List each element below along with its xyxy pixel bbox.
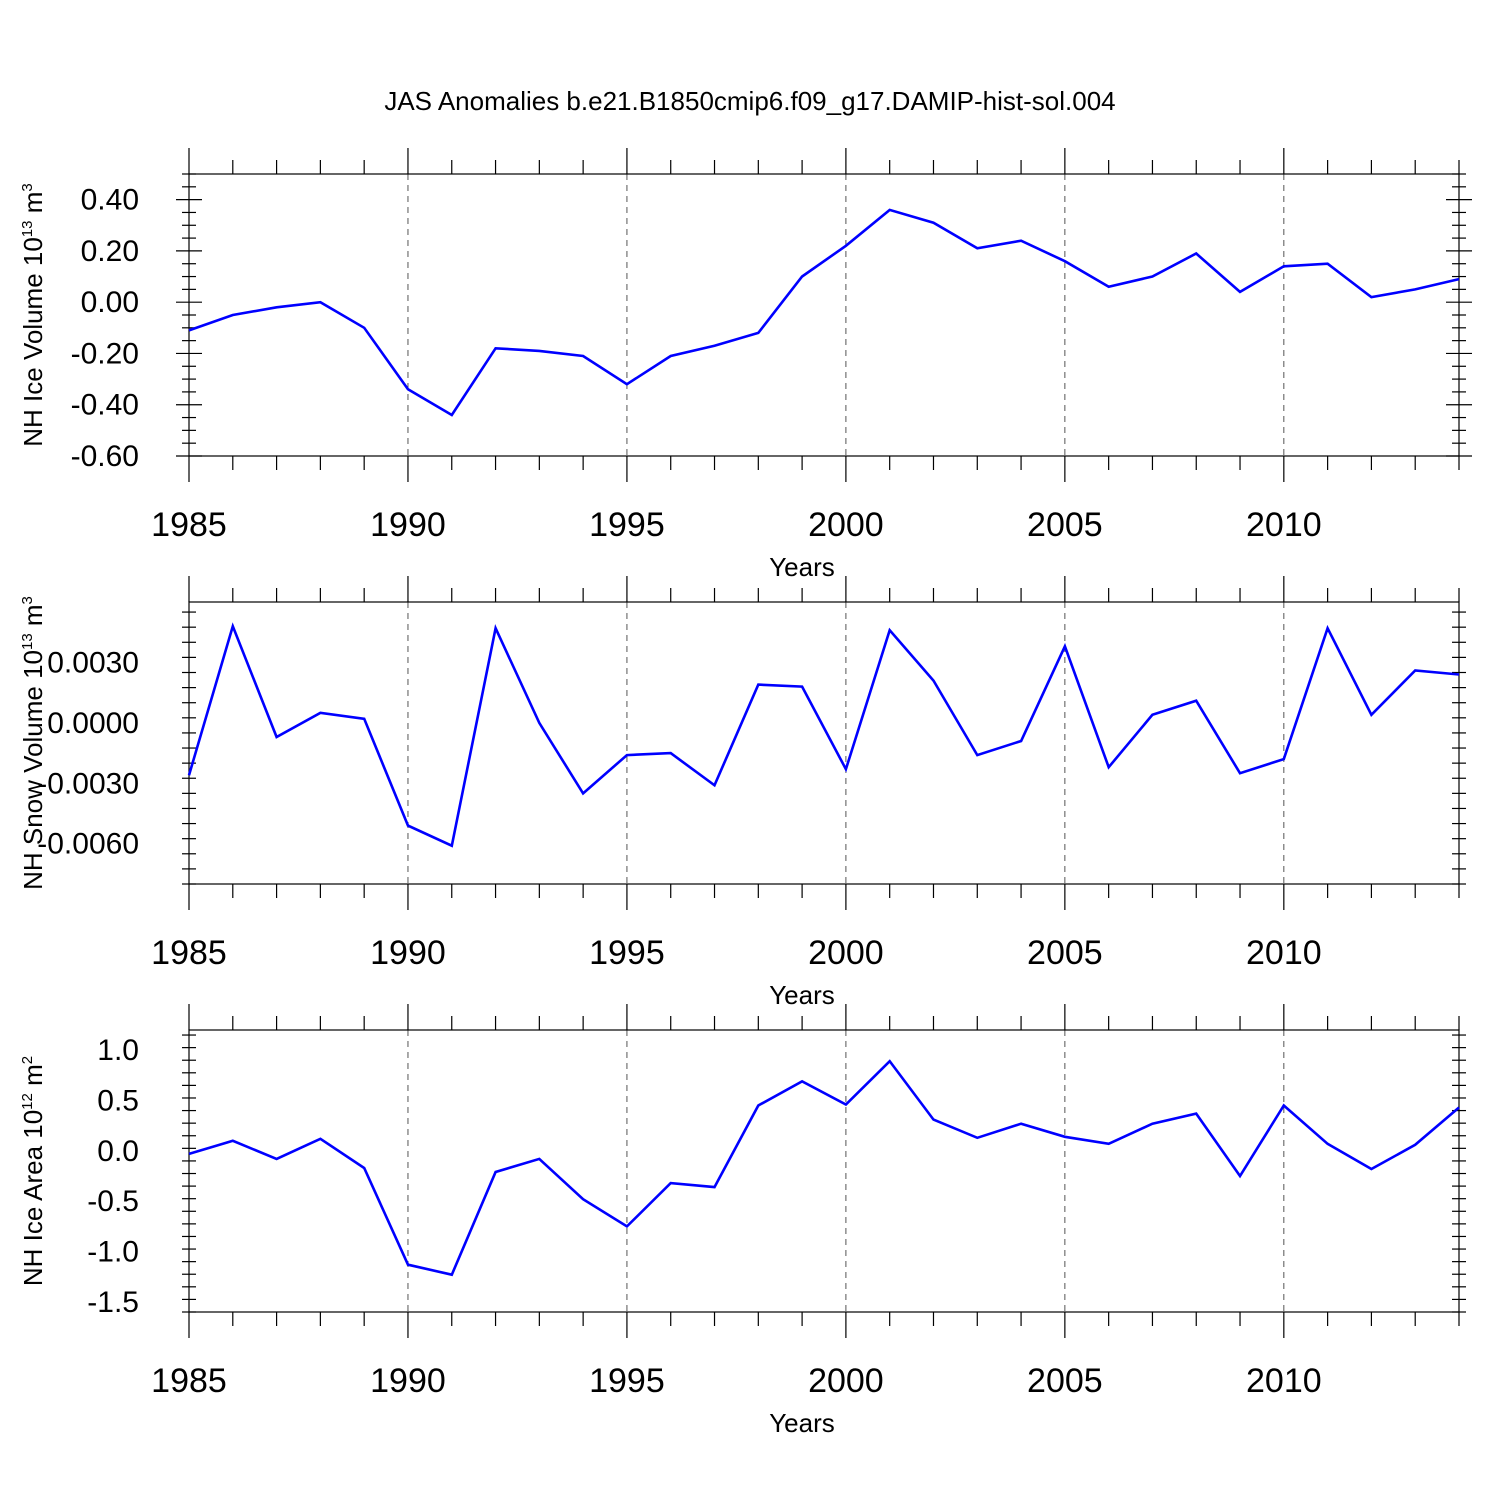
x-tick-label: 2010 xyxy=(1246,934,1322,972)
x-tick-label: 1985 xyxy=(151,506,227,544)
x-tick-label: 1995 xyxy=(589,1362,665,1400)
y-tick-label: -1.5 xyxy=(87,1286,139,1319)
chart-title: JAS Anomalies b.e21.B1850cmip6.f09_g17.D… xyxy=(384,86,1115,116)
x-tick-label: 1990 xyxy=(370,934,446,972)
series-line xyxy=(188,208,1460,417)
x-tick-label: 1995 xyxy=(589,934,665,972)
x-tick-label: 2000 xyxy=(808,934,884,972)
x-axis-label: Years xyxy=(769,1408,835,1438)
y-tick-label: -0.60 xyxy=(71,440,139,473)
y-axis-label: NH Snow Volume 1013 m3 xyxy=(18,596,48,890)
x-tick-label: 2010 xyxy=(1246,1362,1322,1400)
y-tick-label: 0.0030 xyxy=(47,646,139,679)
x-tick-label: 1990 xyxy=(370,1362,446,1400)
x-axis-label: Years xyxy=(769,980,835,1010)
y-tick-label: 0.5 xyxy=(97,1085,139,1118)
y-tick-label: -0.40 xyxy=(71,389,139,422)
y-tick-label: 0.00 xyxy=(81,286,139,319)
x-tick-label: 1995 xyxy=(589,506,665,544)
y-axis-label: NH Ice Area 1012 m2 xyxy=(18,1056,48,1286)
x-tick-label: 2000 xyxy=(808,506,884,544)
x-tick-label: 2000 xyxy=(808,1362,884,1400)
y-tick-label: 1.0 xyxy=(97,1034,139,1067)
plot-frame xyxy=(188,601,1460,885)
panel-ice-volume: 0.40 0.20 0.00 -0.20 -0.40 -0.60 1985 1990 1995 2… xyxy=(18,148,1472,582)
y-tick-label: -1.0 xyxy=(87,1236,139,1269)
y-tick-label: 0.0000 xyxy=(47,707,139,740)
x-tick-label: 1990 xyxy=(370,506,446,544)
x-axis-label: Years xyxy=(769,552,835,582)
y-axis-label: NH Ice Volume 1013 m3 xyxy=(18,183,48,446)
x-tick-label: 2005 xyxy=(1027,1362,1103,1400)
y-tick-label: 0.0 xyxy=(97,1135,139,1168)
x-tick-label: 2005 xyxy=(1027,506,1103,544)
y-tick-label: -0.0060 xyxy=(37,828,139,861)
y-tick-label: 0.40 xyxy=(81,184,139,217)
y-tick-label: -0.0030 xyxy=(37,767,139,800)
x-tick-label: 1985 xyxy=(151,934,227,972)
series-line xyxy=(188,1059,1460,1277)
y-tick-label: -0.5 xyxy=(87,1185,139,1218)
x-tick-label: 2010 xyxy=(1246,506,1322,544)
x-tick-label: 2005 xyxy=(1027,934,1103,972)
panel-snow-volume: 0.0030 0.0000 -0.0030 -0.0060 1985 1990 1995 20… xyxy=(18,576,1466,1010)
panel-ice-area: 1.0 0.5 0.0 -0.5 -1.0 -1.5 1985 1990 1995 2000 200… xyxy=(18,1004,1466,1438)
y-tick-label: 0.20 xyxy=(81,235,139,268)
y-tick-label: -0.20 xyxy=(71,337,139,370)
plot-frame xyxy=(188,1029,1460,1313)
x-tick-label: 1985 xyxy=(151,1362,227,1400)
series-line xyxy=(187,622,1460,848)
